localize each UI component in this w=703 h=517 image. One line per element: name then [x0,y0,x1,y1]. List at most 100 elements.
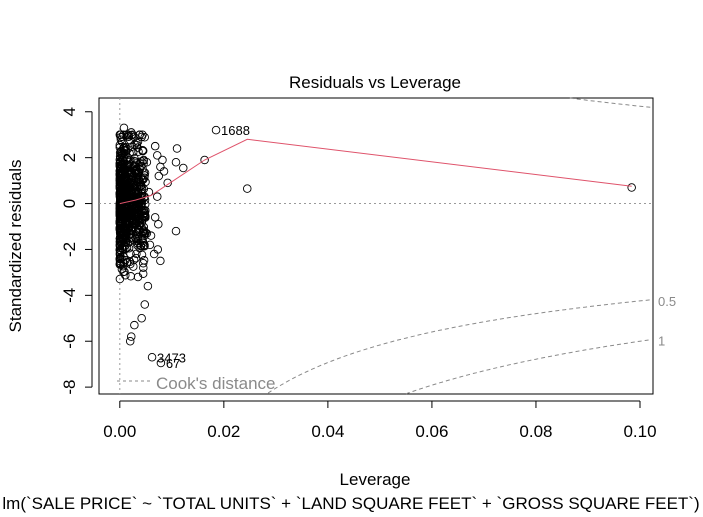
data-point [145,240,155,250]
data-point [119,152,128,161]
data-point [119,203,129,212]
data-point [129,161,139,170]
chart-title: Residuals vs Leverage [289,73,461,92]
smoother-line [119,138,632,205]
data-point [122,230,131,239]
data-point [243,184,252,193]
data-point [171,226,181,236]
x-tick-label: 0.10 [623,422,656,441]
data-point [150,141,160,151]
y-tick-label: -2 [60,242,79,257]
data-point [138,227,148,237]
data-point [132,207,142,216]
data-point [179,163,188,173]
data-point [154,171,164,181]
data-point [153,192,162,201]
data-point [142,157,152,167]
data-point [137,132,146,142]
data-point [126,187,136,197]
data-point [115,218,125,227]
point-label: 67 [166,356,180,371]
x-tick-label: 0.06 [415,422,448,441]
data-point [147,353,157,362]
data-point [131,172,140,181]
data-point [115,224,125,234]
data-point [128,200,138,210]
data-point [133,272,143,282]
cooks-distance-line [267,299,651,394]
data-point [129,211,139,221]
data-point [126,229,136,238]
cooks-contour-label: 1 [658,334,665,349]
data-point [158,155,167,165]
data-point [138,146,148,156]
x-tick-label: 0.08 [519,422,552,441]
cooks-contour-label: 0.5 [658,294,676,309]
data-point [118,153,127,162]
data-point [159,167,169,176]
data-point [131,157,140,166]
x-tick-label: 0.04 [311,422,344,441]
data-point [130,320,139,330]
cooks-distance-line [569,97,651,108]
data-point [138,258,148,268]
data-point [124,130,133,139]
data-point [141,211,150,221]
data-point [120,267,129,276]
data-point [117,205,126,215]
model-formula: lm(`SALE PRICE` ~ `TOTAL UNITS` + `LAND … [2,494,699,513]
data-point [156,256,165,266]
data-point [200,155,209,165]
x-tick-label: 0.02 [207,422,240,441]
data-point [150,213,160,222]
data-point [142,229,152,238]
residual-point-cloud [115,130,150,284]
data-point [116,162,125,171]
data-point [119,123,129,133]
data-point [171,157,181,167]
data-point [146,231,156,240]
data-point [120,208,129,218]
data-point [125,189,135,199]
y-axis: -8 -6 -4 -2 0 2 4 [60,107,93,395]
data-point [121,186,131,196]
data-point [153,151,162,160]
data-point [211,125,221,135]
data-point [135,213,145,222]
data-point [141,206,150,215]
data-point [117,179,126,188]
y-tick-label: 4 [60,107,79,116]
data-point [137,314,146,323]
data-point [139,241,148,251]
x-axis-label: Leverage [340,470,411,489]
point-label: 1688 [221,123,250,138]
y-tick-label: 0 [60,199,79,208]
data-point [125,221,134,230]
data-point [136,180,146,190]
data-point [135,130,144,139]
data-point [156,358,166,368]
data-point [140,133,149,142]
cooks-distance-contours: 0.51 [267,97,676,395]
y-tick-label: -8 [60,380,79,395]
y-tick-label: -6 [60,334,79,349]
legend-cooks-label: Cook's distance [156,374,275,393]
data-point [115,241,125,250]
data-point [131,187,141,196]
data-point [131,202,140,212]
data-point [116,198,126,208]
data-point [154,219,163,229]
data-point [143,281,153,291]
data-point [126,225,136,235]
data-point [117,234,127,244]
data-point [131,234,141,244]
data-point [117,264,127,274]
y-axis-label: Standardized residuals [6,160,25,333]
data-point [127,128,136,137]
data-point [123,182,132,191]
x-tick-label: 0.00 [103,422,136,441]
data-point [115,254,125,264]
y-tick-label: 2 [60,153,79,162]
